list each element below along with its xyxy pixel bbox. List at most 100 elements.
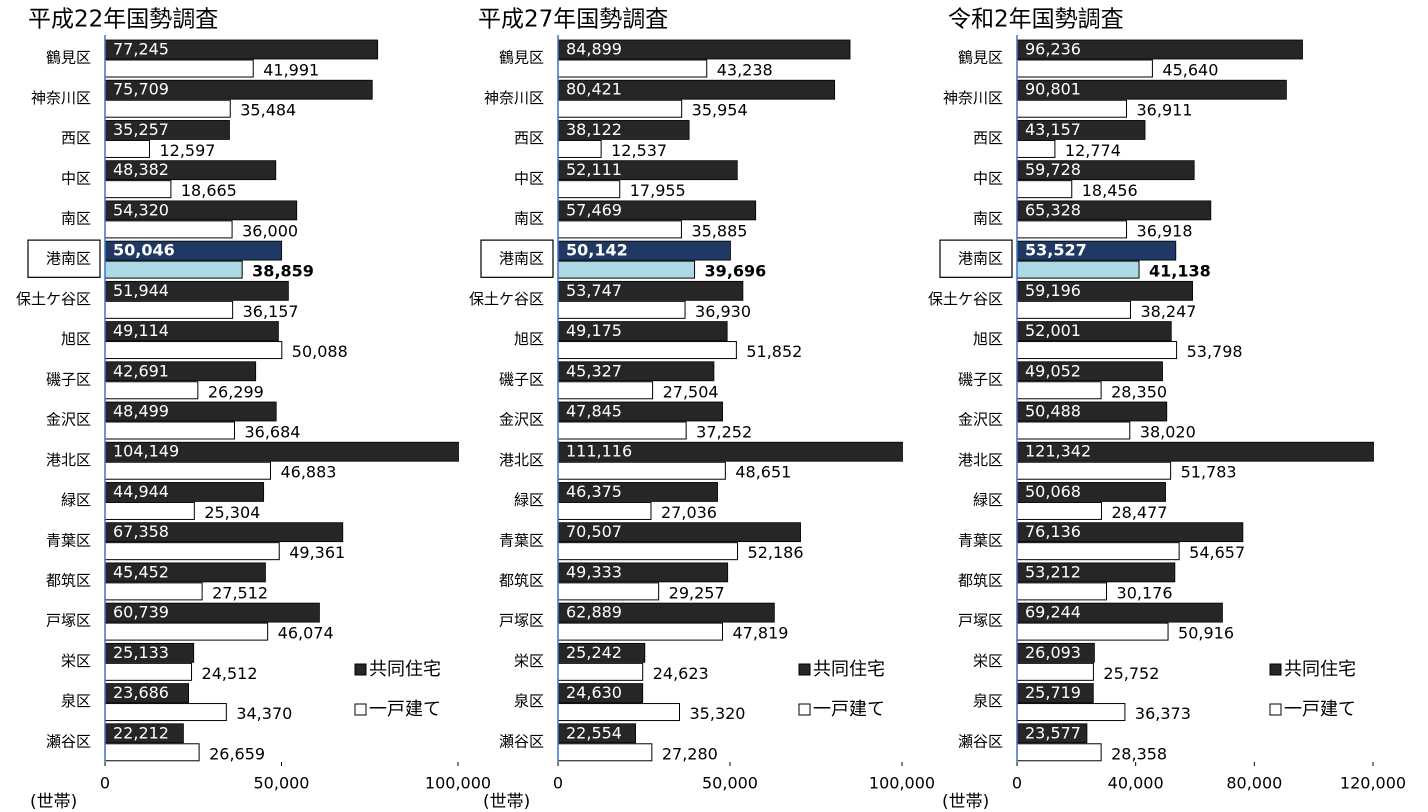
bar	[105, 79, 373, 100]
bar	[558, 562, 729, 583]
category-label: 旭区	[973, 330, 1003, 348]
bar	[105, 99, 231, 118]
x-tick-label: 0	[553, 774, 563, 793]
bar	[558, 441, 903, 462]
value-label: 53,527	[1025, 241, 1087, 260]
value-label: 27,036	[661, 503, 717, 522]
bar	[105, 361, 257, 382]
value-label: 60,739	[113, 603, 169, 622]
value-label: 43,238	[717, 61, 773, 80]
bar	[558, 361, 715, 382]
bar	[1017, 200, 1212, 221]
value-label: 34,370	[236, 704, 292, 723]
value-label: 111,116	[566, 442, 632, 461]
value-label: 51,852	[746, 342, 802, 361]
bar	[105, 602, 320, 623]
bar	[1017, 562, 1176, 583]
category-label: 保土ケ谷区	[469, 290, 544, 308]
value-label: 47,819	[732, 624, 788, 643]
bar	[105, 562, 266, 583]
bar	[105, 622, 269, 641]
category-label: 保土ケ谷区	[16, 290, 91, 308]
value-label: 47,845	[566, 402, 622, 421]
bar	[105, 200, 298, 221]
value-label: 38,122	[566, 120, 622, 139]
bar	[105, 139, 150, 158]
value-label: 35,954	[692, 101, 748, 120]
value-label: 36,918	[1137, 221, 1193, 240]
category-label: 鶴見区	[958, 49, 1003, 67]
value-label: 26,093	[1025, 643, 1081, 662]
bar	[105, 662, 193, 681]
value-label: 46,375	[566, 482, 622, 501]
category-label: 瀬谷区	[958, 732, 1003, 750]
bar	[1017, 401, 1168, 422]
x-tick-label: 100,000	[869, 774, 935, 793]
x-unit: (世帯)	[942, 792, 989, 812]
category-label: 青葉区	[958, 531, 1003, 549]
plot	[1017, 39, 1374, 762]
category-label: 港南区	[499, 250, 544, 268]
bar	[558, 120, 690, 140]
bar	[1017, 582, 1108, 601]
bar	[105, 321, 279, 341]
value-label: 43,157	[1025, 120, 1081, 139]
value-label: 59,196	[1025, 281, 1081, 300]
category-label: 青葉区	[499, 531, 544, 549]
legend-label: 一戸建て	[1284, 699, 1356, 720]
bar	[1017, 120, 1146, 140]
value-label: 35,885	[691, 221, 747, 240]
bar	[105, 59, 254, 78]
x-tick-label: 0	[100, 774, 110, 793]
bar	[558, 139, 602, 158]
value-label: 38,020	[1140, 423, 1196, 442]
x-tick-label: 100,000	[425, 774, 491, 793]
bar	[1017, 180, 1073, 199]
value-label: 46,074	[278, 624, 334, 643]
bar	[558, 501, 652, 520]
category-label: 旭区	[514, 330, 544, 348]
value-label: 36,000	[242, 221, 298, 240]
chart-title: 平成22年国勢調査	[28, 7, 218, 33]
bar	[105, 743, 200, 762]
value-label: 70,507	[566, 522, 622, 541]
value-label: 26,299	[208, 382, 264, 401]
category-label: 神奈川区	[943, 89, 1003, 107]
category-label: 栄区	[973, 652, 1003, 670]
bar	[558, 59, 708, 78]
bar	[1017, 160, 1195, 181]
value-label: 50,088	[292, 342, 348, 361]
bar	[558, 622, 723, 641]
value-label: 12,597	[159, 141, 215, 160]
value-label: 18,665	[181, 181, 237, 200]
bar	[558, 260, 696, 279]
category-label: 緑区	[61, 491, 91, 509]
category-label: 金沢区	[499, 411, 544, 429]
bar	[1017, 321, 1172, 341]
bar	[1017, 280, 1194, 301]
value-label: 50,916	[1178, 624, 1234, 643]
bar	[558, 421, 687, 440]
bar	[1017, 39, 1303, 60]
value-label: 28,358	[1111, 744, 1167, 763]
bar	[1017, 240, 1177, 261]
bar	[558, 341, 737, 360]
category-label: 瀬谷区	[46, 732, 91, 750]
category-label: 栄区	[61, 652, 91, 670]
bar	[558, 99, 683, 118]
category-label: 戸塚区	[499, 612, 544, 630]
bar	[558, 461, 726, 480]
bar	[105, 341, 283, 360]
bar	[105, 542, 280, 561]
value-label: 41,138	[1149, 262, 1211, 281]
value-label: 46,883	[280, 463, 336, 482]
value-label: 90,801	[1025, 80, 1081, 99]
value-label: 59,728	[1025, 160, 1081, 179]
value-label: 27,512	[212, 583, 268, 602]
value-label: 12,537	[611, 141, 667, 160]
bar	[558, 642, 646, 663]
legend-label: 共同住宅	[369, 659, 441, 680]
bar	[105, 280, 289, 301]
value-label: 84,899	[566, 40, 622, 59]
bar	[558, 321, 728, 341]
